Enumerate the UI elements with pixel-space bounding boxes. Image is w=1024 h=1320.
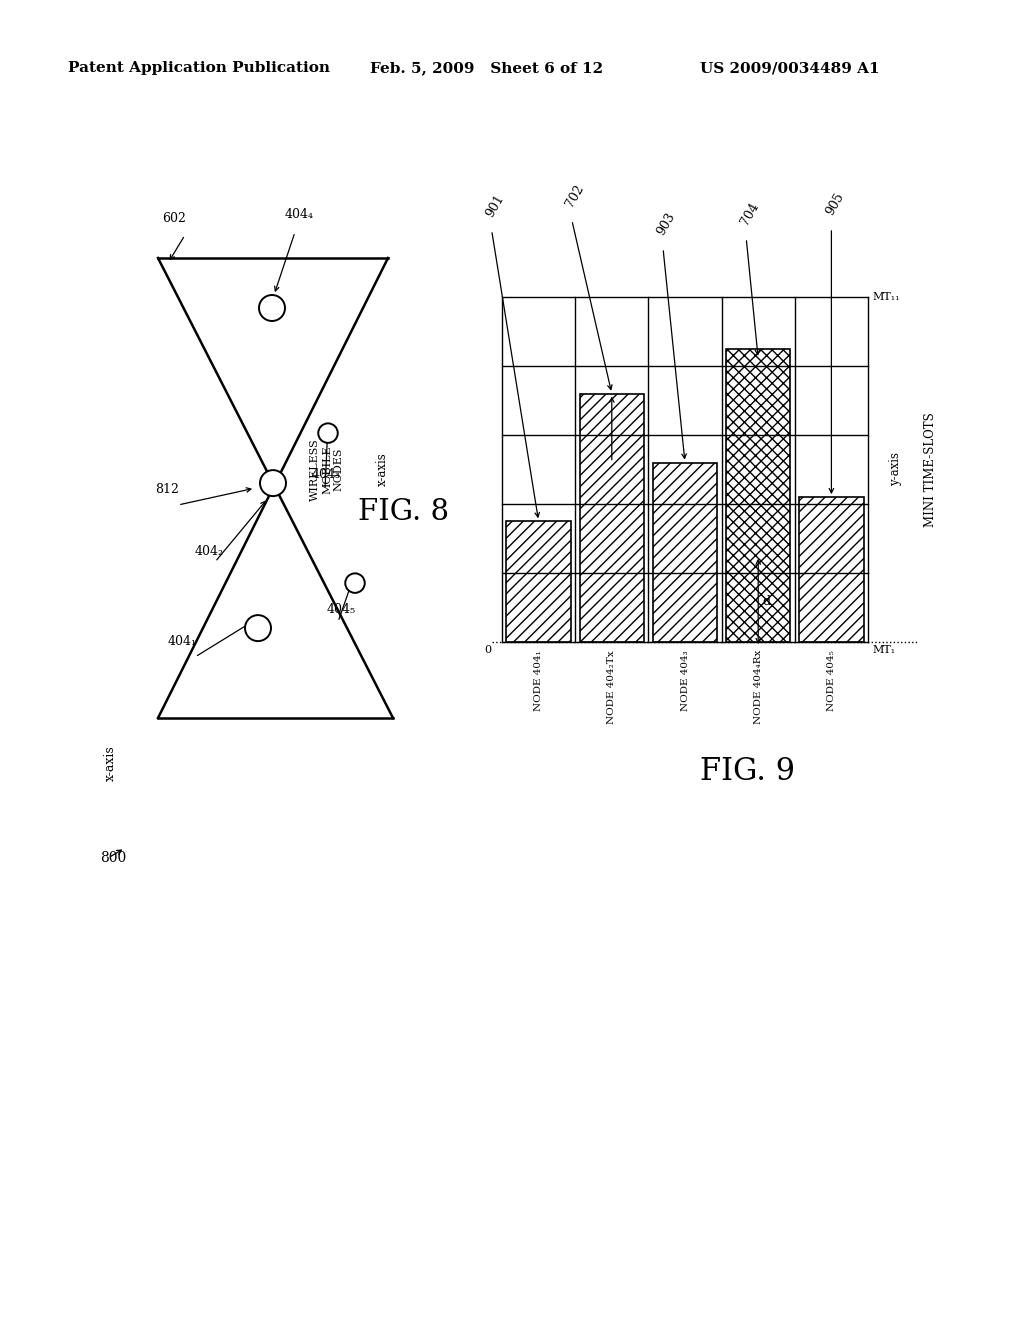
Text: Patent Application Publication: Patent Application Publication — [68, 61, 330, 75]
Text: FIG. 9: FIG. 9 — [700, 756, 795, 787]
Text: MT₁: MT₁ — [872, 645, 895, 655]
Bar — [507, 521, 570, 642]
Text: d: d — [762, 595, 770, 609]
Text: MINI TIME-SLOTS: MINI TIME-SLOTS — [924, 412, 937, 527]
Bar — [502, 297, 868, 642]
Circle shape — [259, 294, 285, 321]
Text: x-axis: x-axis — [376, 453, 388, 486]
Bar — [799, 498, 863, 642]
Text: 901: 901 — [483, 193, 507, 220]
Text: 812: 812 — [155, 483, 179, 496]
Circle shape — [260, 470, 286, 496]
Text: 702: 702 — [564, 183, 587, 210]
Text: MT₁₁: MT₁₁ — [872, 292, 899, 302]
Text: 404₂: 404₂ — [195, 545, 224, 558]
Text: NODE 404₁: NODE 404₁ — [535, 649, 543, 710]
Text: WIRELESS
MOBILE
NODES: WIRELESS MOBILE NODES — [310, 438, 344, 500]
Text: NODE 404₅: NODE 404₅ — [827, 649, 836, 710]
Text: 905: 905 — [823, 191, 847, 218]
Text: y-axis: y-axis — [890, 453, 902, 487]
Text: 404₅: 404₅ — [327, 603, 356, 616]
Text: NODE 404₃: NODE 404₃ — [681, 649, 689, 710]
Text: 903: 903 — [655, 211, 678, 238]
Text: 404₄: 404₄ — [285, 209, 314, 220]
Text: Feb. 5, 2009   Sheet 6 of 12: Feb. 5, 2009 Sheet 6 of 12 — [370, 61, 603, 75]
Circle shape — [245, 615, 271, 642]
Text: 0: 0 — [484, 645, 492, 655]
Text: x-axis: x-axis — [103, 744, 117, 780]
Text: 704: 704 — [738, 201, 762, 228]
Text: FIG. 8: FIG. 8 — [358, 498, 450, 525]
Text: 404₃: 404₃ — [312, 469, 341, 480]
Bar — [652, 462, 717, 642]
Bar — [580, 393, 644, 642]
Text: 404₁: 404₁ — [168, 635, 197, 648]
Bar — [726, 348, 791, 642]
Text: 602: 602 — [162, 213, 186, 224]
Circle shape — [318, 424, 338, 442]
Text: US 2009/0034489 A1: US 2009/0034489 A1 — [700, 61, 880, 75]
Text: NODE 404₄Rx: NODE 404₄Rx — [754, 649, 763, 725]
Text: NODE 404₂Tx: NODE 404₂Tx — [607, 649, 616, 723]
Text: 800: 800 — [100, 851, 126, 865]
Circle shape — [345, 573, 365, 593]
